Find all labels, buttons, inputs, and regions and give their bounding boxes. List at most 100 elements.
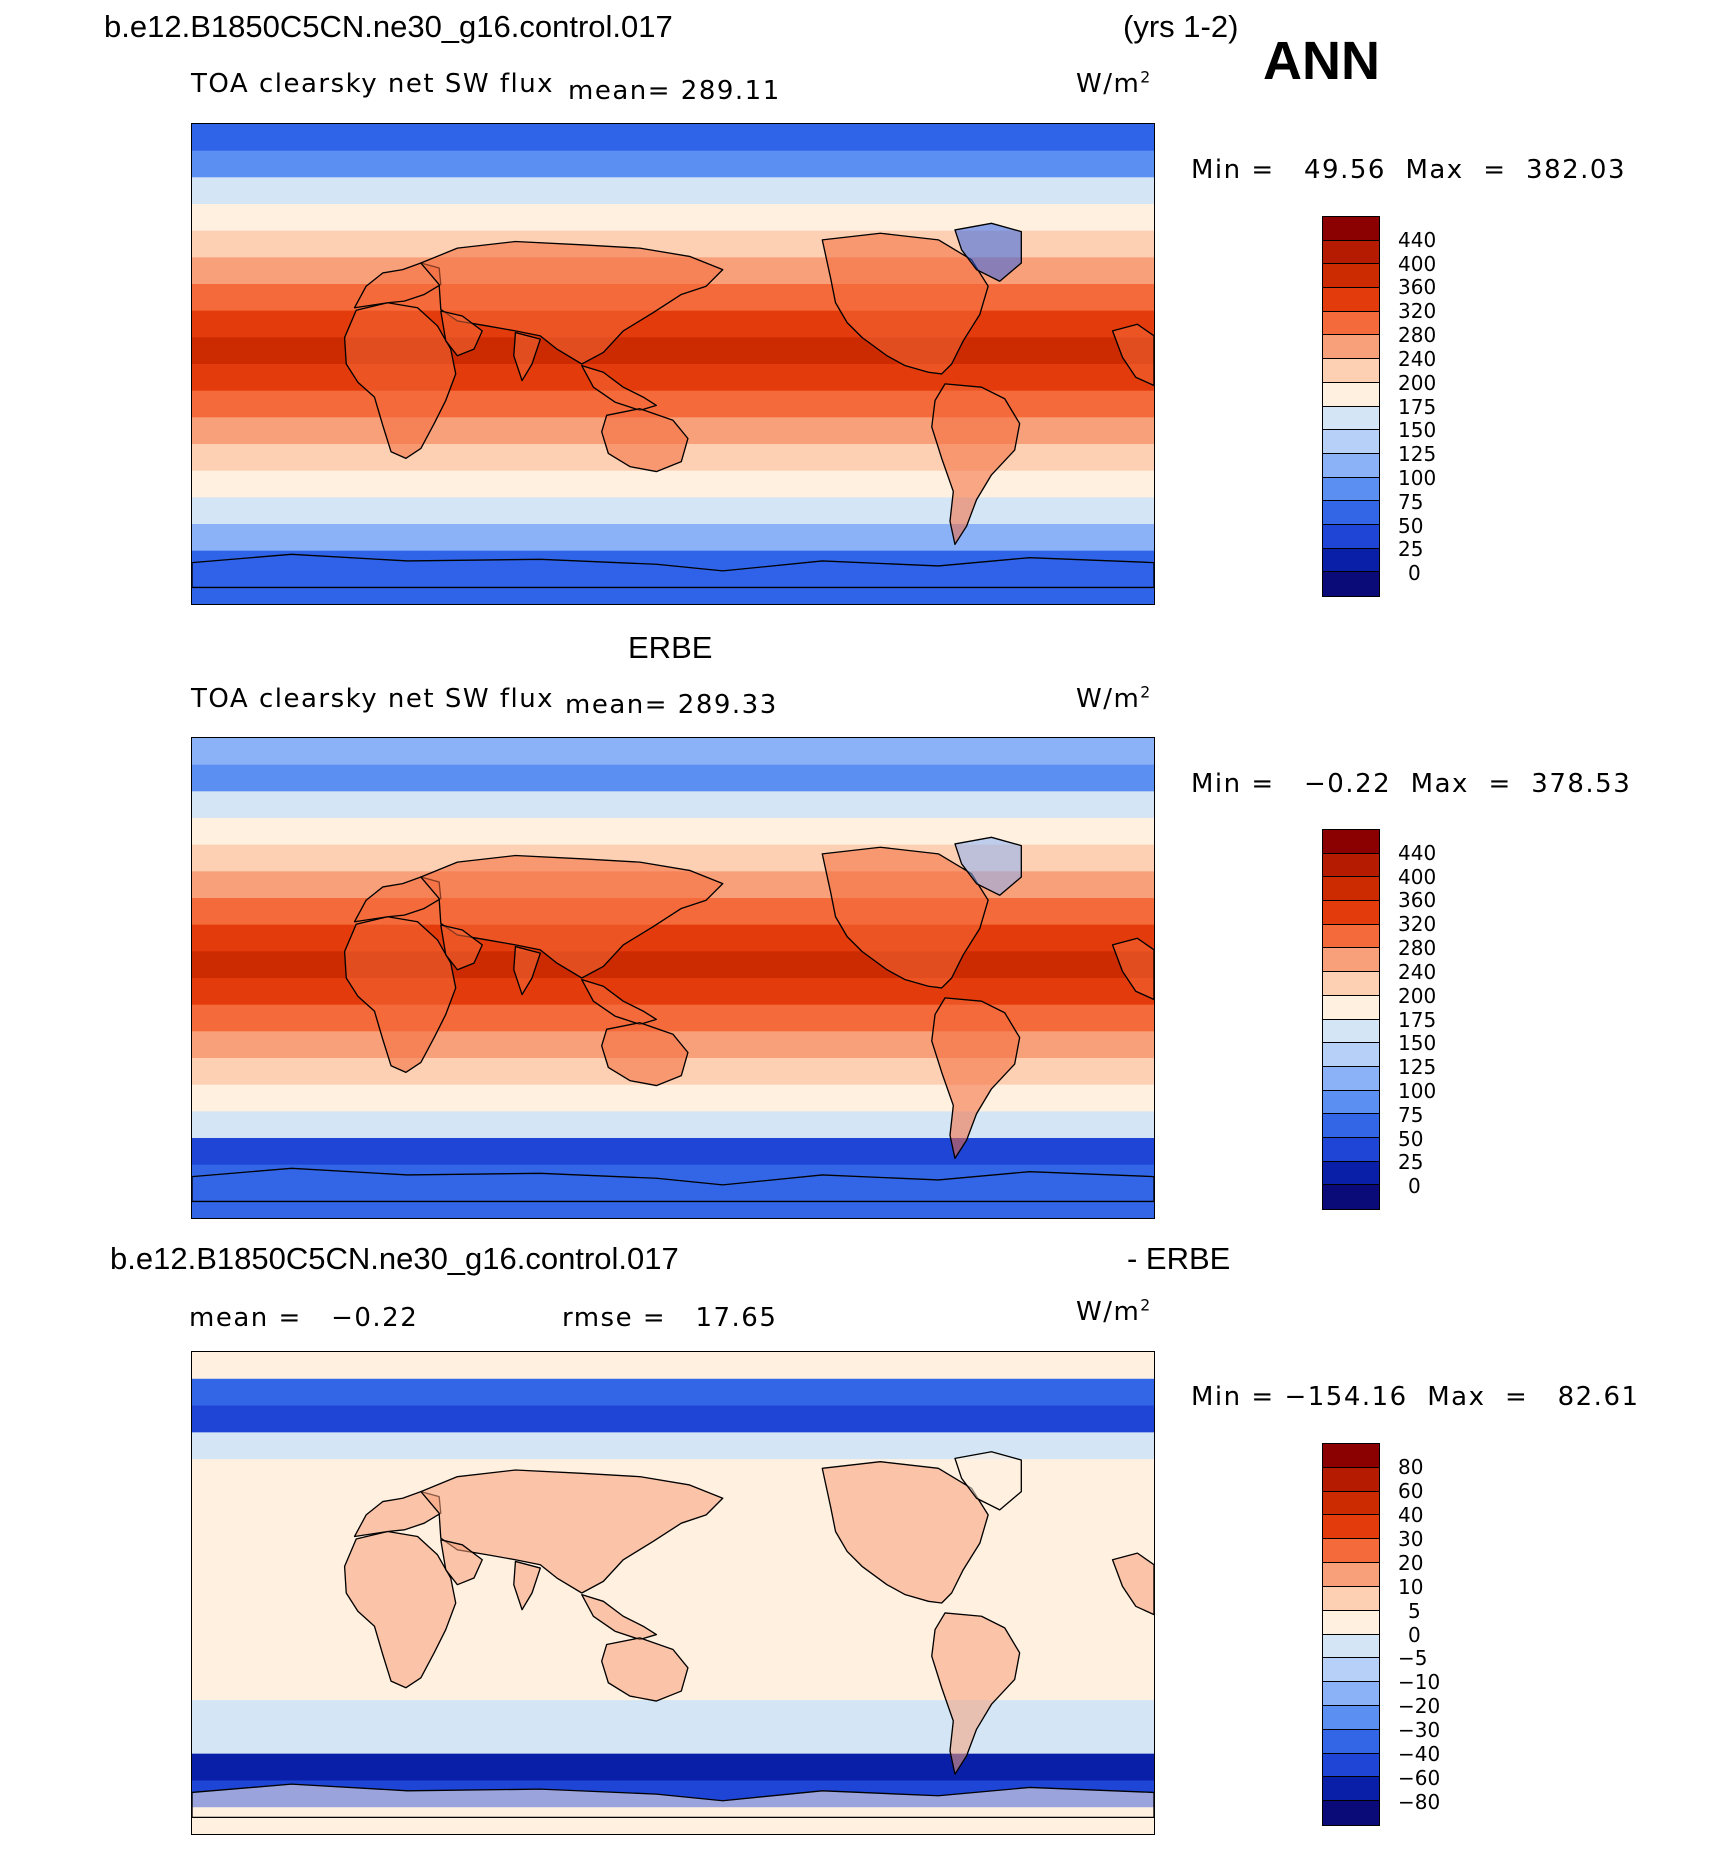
map-obs-svg [192,738,1154,1218]
latitude-band [192,1726,1154,1755]
latitude-band [192,1700,1154,1728]
coastline-arabia [440,1539,483,1586]
coastline-australia [601,1022,689,1087]
latitude-band [192,150,1154,179]
map-model-svg [192,124,1154,604]
latitude-band [192,1539,1154,1568]
colorbar-swatch [1323,1539,1379,1564]
colorbar-tick-label: −80 [1398,1790,1441,1815]
coastline-namerica [821,846,989,989]
colorbar-diff [1322,1443,1380,1826]
colorbar-swatch [1323,901,1379,925]
colorbar-tick-label: 10 [1398,1574,1424,1599]
colorbar-tick-label: 40 [1398,1502,1424,1527]
colorbar-tick-label: 175 [1398,1007,1437,1032]
latitude-band [192,1378,1154,1407]
coastline-eamerica [1111,937,1154,1001]
colorbar-tick-label: 25 [1398,537,1424,562]
latitude-band [192,1593,1154,1621]
latitude-band [192,1405,1154,1434]
colorbar-swatch [1323,853,1379,878]
colorbar-tick-label: 50 [1398,1126,1424,1151]
map-diff-svg [192,1352,1154,1834]
coastline-africa [343,302,457,460]
latitude-band [192,1137,1154,1166]
colorbar-obs [1322,829,1380,1210]
panel-diff-title-left: b.e12.B1850C5CN.ne30_g16.control.017 [110,1241,679,1276]
colorbar-swatch [1323,1491,1379,1516]
map-model [191,123,1155,605]
colorbar-swatch [1323,335,1379,360]
panel-obs-mean: mean= 289.33 [565,690,778,720]
colorbar-swatch [1323,453,1379,478]
colorbar-tick-label: 100 [1398,465,1437,490]
colorbar-swatch [1323,924,1379,949]
colorbar-tick-label: 400 [1398,251,1437,276]
colorbar-tick-label: 50 [1398,513,1424,538]
map-obs [191,737,1155,1219]
colorbar-tick-label: 100 [1398,1078,1437,1103]
latitude-band [192,978,1154,1006]
panel-model-minmax: Min = 49.56 Max = 382.03 [1191,155,1627,185]
colorbar-model [1322,216,1380,597]
colorbar-tick-label: −10 [1398,1670,1441,1695]
coastline-india [513,1560,541,1611]
colorbar-swatch [1323,240,1379,265]
coastline-seasia [581,978,658,1026]
coastline-namerica [821,232,989,375]
colorbar-swatch [1323,1563,1379,1587]
colorbar-tick-label: 0 [1408,1622,1421,1647]
colorbar-tick-label: 240 [1398,959,1437,984]
colorbar-tick-label: −60 [1398,1766,1441,1791]
colorbar-swatch [1323,501,1379,525]
colorbar-tick-label: 360 [1398,275,1437,300]
colorbar-tick-label: 80 [1398,1454,1424,1479]
colorbar-swatch [1323,311,1379,336]
coastline-eamerica [1111,1552,1154,1616]
colorbar-tick-label: 320 [1398,912,1437,937]
latitude-band [192,310,1154,339]
latitude-band [192,1432,1154,1460]
season-label: ANN [1263,31,1380,91]
colorbar-tick-label: 20 [1398,1550,1424,1575]
panel-obs-title: ERBE [628,630,713,665]
coastline-antarctica [192,1167,1154,1203]
coastline-greenland [954,836,1022,896]
latitude-band [192,924,1154,953]
colorbar-swatch [1323,1777,1379,1802]
colorbar-swatch [1323,1043,1379,1067]
colorbar-tick-label: 240 [1398,346,1437,371]
colorbar-tick-label: 200 [1398,983,1437,1008]
years-label: (yrs 1-2) [1123,9,1239,44]
latitude-band [192,204,1154,232]
colorbar-tick-label: −5 [1398,1646,1428,1671]
colorbar-tick-label: 75 [1398,489,1424,514]
colorbar-tick-label: 200 [1398,370,1437,395]
colorbar-tick-label: 150 [1398,1031,1437,1056]
coastline-namerica [821,1461,989,1604]
panel-diff-units: W/m2 [1076,1296,1152,1327]
coastline-samerica [931,383,1021,546]
panel-model-mean: mean= 289.11 [568,76,781,106]
colorbar-tick-label: −30 [1398,1718,1441,1743]
colorbar-swatch [1323,572,1379,596]
panel-obs-units: W/m2 [1076,683,1152,714]
latitude-band [192,364,1154,392]
panel-obs-variable: TOA clearsky net SW flux [191,684,555,714]
colorbar-tick-label: 320 [1398,299,1437,324]
colorbar-swatch [1323,430,1379,454]
colorbar-swatch [1323,877,1379,902]
coastline-antarctica [192,1783,1154,1819]
colorbar-swatch [1323,995,1379,1020]
colorbar-swatch [1323,548,1379,573]
colorbar-swatch [1323,1682,1379,1706]
colorbar-swatch [1323,1114,1379,1138]
colorbar-swatch [1323,524,1379,549]
colorbar-swatch [1323,972,1379,996]
colorbar-tick-label: 125 [1398,442,1437,467]
coastline-africa [343,1530,457,1689]
colorbar-swatch [1323,477,1379,502]
latitude-band [192,337,1154,365]
coastline-arabia [440,310,483,357]
coastline-greenland [954,222,1022,282]
